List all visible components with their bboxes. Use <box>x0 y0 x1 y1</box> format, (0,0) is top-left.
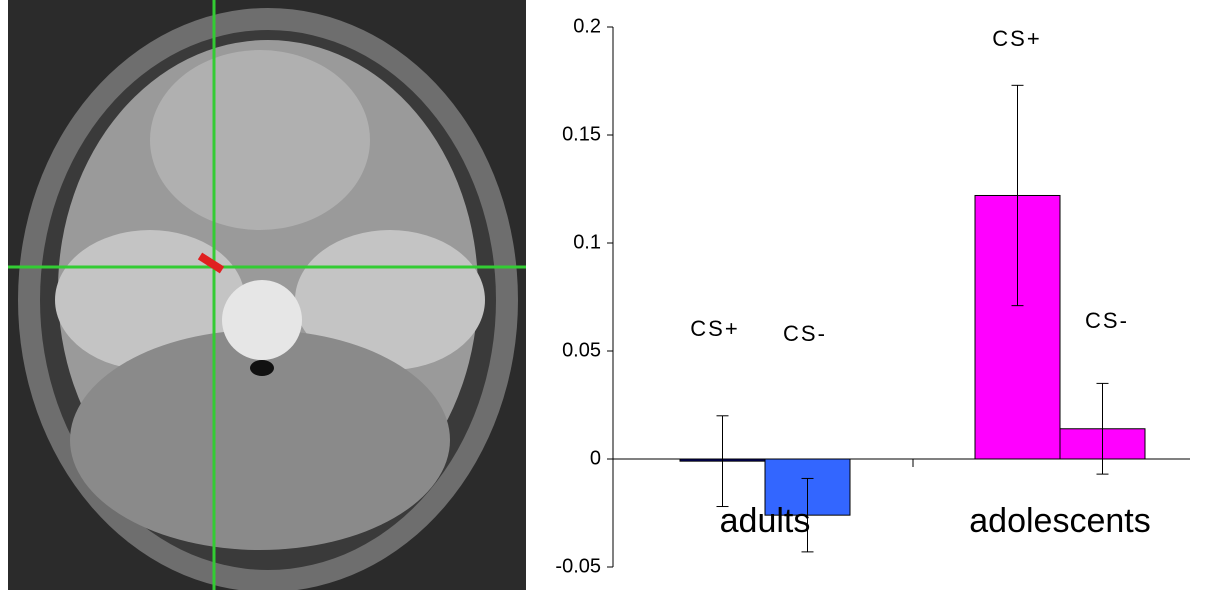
mri-image <box>8 0 526 590</box>
y-tick-label: 0 <box>590 447 601 469</box>
y-tick-label: 0.2 <box>573 15 601 37</box>
bar-chart: -0.05 0 0.05 0.1 0.15 0.2 CS+ CS+ CS- CS-adults ad… <box>555 15 1190 577</box>
y-tick-label: 0.05 <box>562 339 601 361</box>
category-label: adults <box>720 502 811 540</box>
category-label: adolescents <box>969 502 1150 540</box>
series-label: CS+ <box>690 316 739 341</box>
brainstem <box>222 280 302 360</box>
series-label: CS+ <box>992 26 1041 51</box>
y-tick-label: 0.1 <box>573 231 601 253</box>
ventricle <box>250 360 274 376</box>
frontal <box>150 50 370 230</box>
y-tick-label: -0.05 <box>555 555 601 577</box>
series-label: CS- <box>1085 308 1129 333</box>
page: {"chart_data": {"type": "bar", "categori… <box>0 0 1213 590</box>
series-label: CS- <box>783 321 827 346</box>
y-tick-label: 0.15 <box>562 123 601 145</box>
figure: -0.05 0 0.05 0.1 0.15 0.2 CS+ CS+ CS- CS-adults ad… <box>0 0 1213 590</box>
